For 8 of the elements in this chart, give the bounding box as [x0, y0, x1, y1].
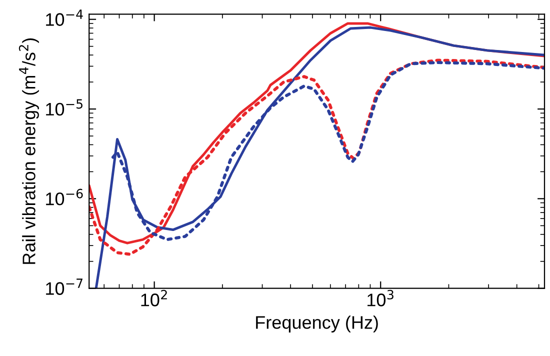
y-tick-label: 10$^{−7}$: [46, 278, 83, 295]
y-tick-label: 10$^{−4}$: [46, 10, 83, 26]
y-tick-label: 10$^{−5}$: [46, 99, 82, 116]
x-tick-label: 10$^{2}$: [141, 290, 167, 306]
y-axis-title: Rail vibration energy (m$^{4}$/s$^{2}$): [18, 38, 39, 264]
y-tick-label: 10$^{−6}$: [46, 188, 83, 206]
x-tick-label: 10$^{3}$: [368, 290, 394, 306]
x-axis-title: Frequency (Hz): [256, 316, 378, 332]
